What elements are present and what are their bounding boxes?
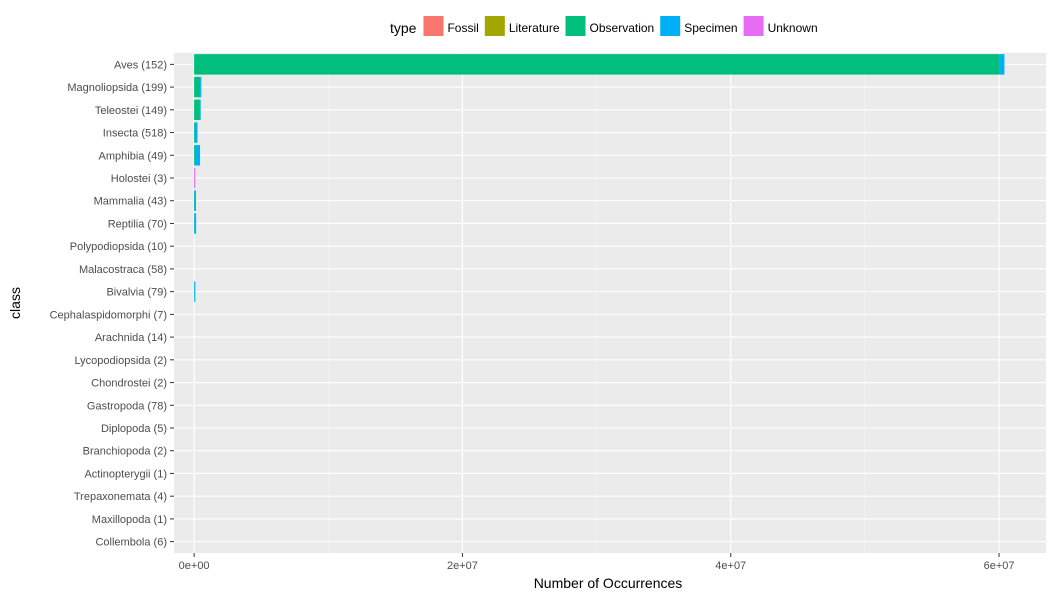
x-tick-label: 0e+00 xyxy=(179,560,210,572)
y-axis-title: class xyxy=(7,287,23,319)
legend-key-specimen xyxy=(660,16,681,36)
y-tick-label: Aves (152) xyxy=(114,59,167,71)
x-tick-label: 2e+07 xyxy=(447,560,478,572)
bar-segment-specimen xyxy=(194,281,196,302)
y-tick-label: Lycopodiopsida (2) xyxy=(74,355,167,367)
y-tick-label: Diplopoda (5) xyxy=(101,423,167,435)
legend-label: Unknown xyxy=(768,21,818,35)
y-tick-label: Gastropoda (78) xyxy=(87,400,167,412)
legend-key-unknown xyxy=(743,16,764,36)
bar-segment-specimen xyxy=(194,145,201,166)
x-tick-label: 6e+07 xyxy=(984,560,1015,572)
bar-segment-observation xyxy=(194,145,196,166)
y-axis-ticks: Aves (152) Magnoliopsida (199) Teleostei (… xyxy=(50,59,174,549)
legend-label: Observation xyxy=(590,21,655,35)
y-tick-label: Reptilia (70) xyxy=(108,218,167,230)
legend-label: Specimen xyxy=(684,21,737,35)
y-tick-label: Trepaxonemata (4) xyxy=(74,491,167,503)
y-tick-label: Teleostei (149) xyxy=(95,105,167,117)
bars xyxy=(194,54,1005,302)
y-tick-label: Branchiopoda (2) xyxy=(83,446,167,458)
legend-key-literature xyxy=(484,16,505,36)
legend-label: Fossil xyxy=(447,21,478,35)
legend-label: Literature xyxy=(509,21,560,35)
bar-segment-specimen xyxy=(194,213,197,234)
y-tick-label: Actinopterygii (1) xyxy=(84,468,167,480)
bar-segment-observation xyxy=(194,122,196,143)
bar-segment-observation xyxy=(194,54,1000,75)
y-tick-label: Maxillopoda (1) xyxy=(92,514,167,526)
x-tick-label: 4e+07 xyxy=(715,560,746,572)
legend-key-fossil xyxy=(423,16,444,36)
y-tick-label: Arachnida (14) xyxy=(95,332,167,344)
bar-segment-specimen xyxy=(194,122,198,143)
y-tick-label: Amphibia (49) xyxy=(99,150,167,162)
legend-key-observation xyxy=(565,16,586,36)
panel-background xyxy=(174,53,1046,553)
bar-segment-observation xyxy=(194,76,201,98)
y-tick-label: Mammalia (43) xyxy=(94,196,167,208)
x-axis-title: Number of Occurrences xyxy=(534,575,683,591)
bar-segment-observation xyxy=(194,99,200,121)
y-tick-label: Bivalvia (79) xyxy=(106,287,167,299)
y-tick-label: Chondrostei (2) xyxy=(91,378,167,390)
legend: type Fossil Literature Observation Specimen… xyxy=(390,16,818,36)
y-tick-label: Insecta (518) xyxy=(103,128,167,140)
bar-segment-specimen xyxy=(999,54,1005,75)
y-tick-label: Cephalaspidomorphi (7) xyxy=(50,309,167,321)
bar-segment-specimen xyxy=(200,76,202,98)
bar-segment-specimen xyxy=(199,99,201,121)
bar-segment-specimen xyxy=(194,190,197,211)
y-tick-label: Magnoliopsida (199) xyxy=(67,82,167,94)
y-tick-label: Collembola (6) xyxy=(95,537,167,549)
grid-lines xyxy=(174,53,1046,553)
x-axis-ticks: 0e+00 2e+07 4e+07 6e+07 xyxy=(179,553,1015,572)
bar-segment-unknown xyxy=(194,167,196,189)
legend-title: type xyxy=(390,20,417,36)
y-tick-label: Polypodiopsida (10) xyxy=(70,241,167,253)
y-tick-label: Holostei (3) xyxy=(111,173,167,185)
y-tick-label: Malacostraca (58) xyxy=(79,264,167,276)
